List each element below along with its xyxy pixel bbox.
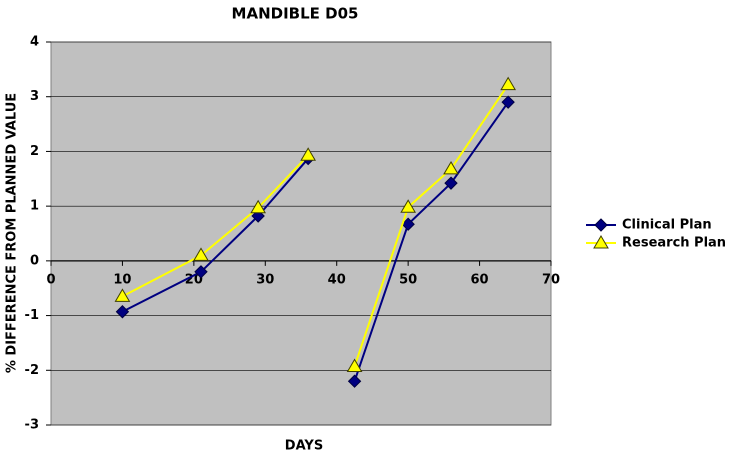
marker — [250, 199, 267, 214]
marker — [501, 95, 515, 109]
y-tick-label: 4 — [30, 35, 39, 50]
marker — [114, 288, 131, 302]
marker — [251, 209, 265, 223]
x-tick-label: 30 — [256, 272, 274, 287]
x-tick-label: 20 — [185, 272, 203, 287]
y-tick-label: -2 — [25, 363, 39, 378]
plot-area — [50, 41, 552, 426]
marker — [194, 265, 208, 279]
marker — [444, 176, 458, 190]
marker — [400, 199, 417, 213]
y-tick-label: 0 — [30, 253, 39, 268]
marker — [500, 76, 517, 91]
y-tick-label: -3 — [25, 418, 39, 433]
y-tick-label: 2 — [30, 144, 39, 159]
marker — [115, 305, 130, 319]
marker — [443, 160, 459, 175]
x-tick-label: 70 — [542, 272, 560, 287]
x-tick-label: 60 — [471, 272, 489, 287]
chart-title: MANDIBLE D05 — [232, 5, 359, 23]
marker — [300, 147, 317, 161]
series-line — [121, 101, 509, 382]
marker — [347, 374, 362, 388]
x-tick-label: 50 — [399, 272, 417, 287]
marker — [193, 247, 209, 261]
legend-marker — [594, 218, 608, 232]
y-tick-label: -1 — [25, 308, 39, 323]
x-tick-label: 40 — [328, 272, 346, 287]
y-tick-label: 3 — [30, 89, 39, 104]
legend-marker — [593, 235, 609, 249]
x-axis-label: DAYS — [285, 439, 323, 454]
marker — [346, 358, 363, 372]
x-tick-label: 10 — [113, 272, 131, 287]
legend-label: Clinical Plan — [622, 218, 712, 233]
y-axis-label: % DIFFERENCE FROM PLANNED VALUE — [5, 93, 20, 373]
series-line — [121, 84, 509, 367]
y-tick-label: 1 — [30, 199, 39, 214]
legend-label: Research Plan — [622, 236, 726, 251]
x-tick-label: 0 — [46, 272, 55, 287]
